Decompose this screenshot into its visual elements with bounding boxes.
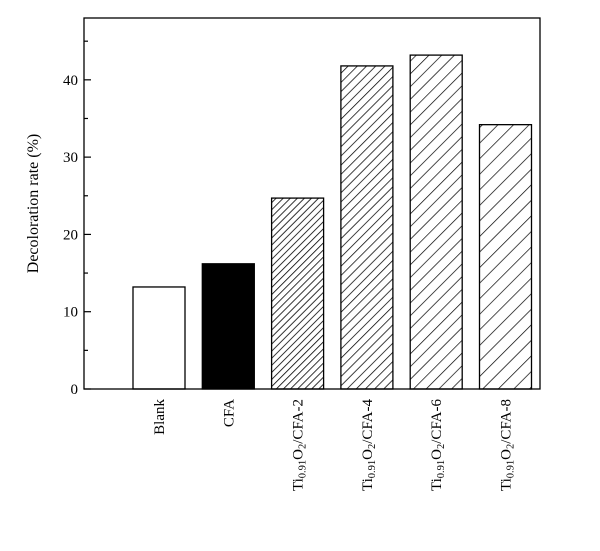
x-tick-label-2: CFA <box>221 399 237 427</box>
y-tick-label-0: 0 <box>71 382 79 398</box>
x-tick-label-6: Ti0.91O2/CFA-8 <box>499 399 517 491</box>
bar-3 <box>270 197 325 390</box>
bar-4 <box>340 65 394 390</box>
x-tick-label-5: Ti0.91O2/CFA-6 <box>429 399 447 492</box>
bar-2 <box>201 263 255 390</box>
bar-1 <box>132 286 186 390</box>
bar-6 <box>478 124 533 390</box>
x-tick-label-3: Ti0.91O2/CFA-2 <box>291 399 309 491</box>
y-tick-label-30: 30 <box>63 150 78 166</box>
y-tick-label-40: 40 <box>63 73 78 89</box>
x-tick-label-4: Ti0.91O2/CFA-4 <box>360 399 378 492</box>
y-axis: 0 10 20 30 40 <box>63 40 91 398</box>
y-tick-label-10: 10 <box>63 305 78 321</box>
bars-group <box>132 54 533 390</box>
x-tick-label-1: Blank <box>152 399 168 435</box>
bar-5 <box>409 54 463 390</box>
y-tick-label-20: 20 <box>63 227 78 243</box>
plot-frame <box>83 17 541 390</box>
x-axis-labels: Blank CFA Ti0.91O2/CFA-2 Ti0.91O2/CFA-4 Ti0.… <box>152 399 517 492</box>
y-axis-label: Decoloration rate (%) <box>25 134 42 273</box>
